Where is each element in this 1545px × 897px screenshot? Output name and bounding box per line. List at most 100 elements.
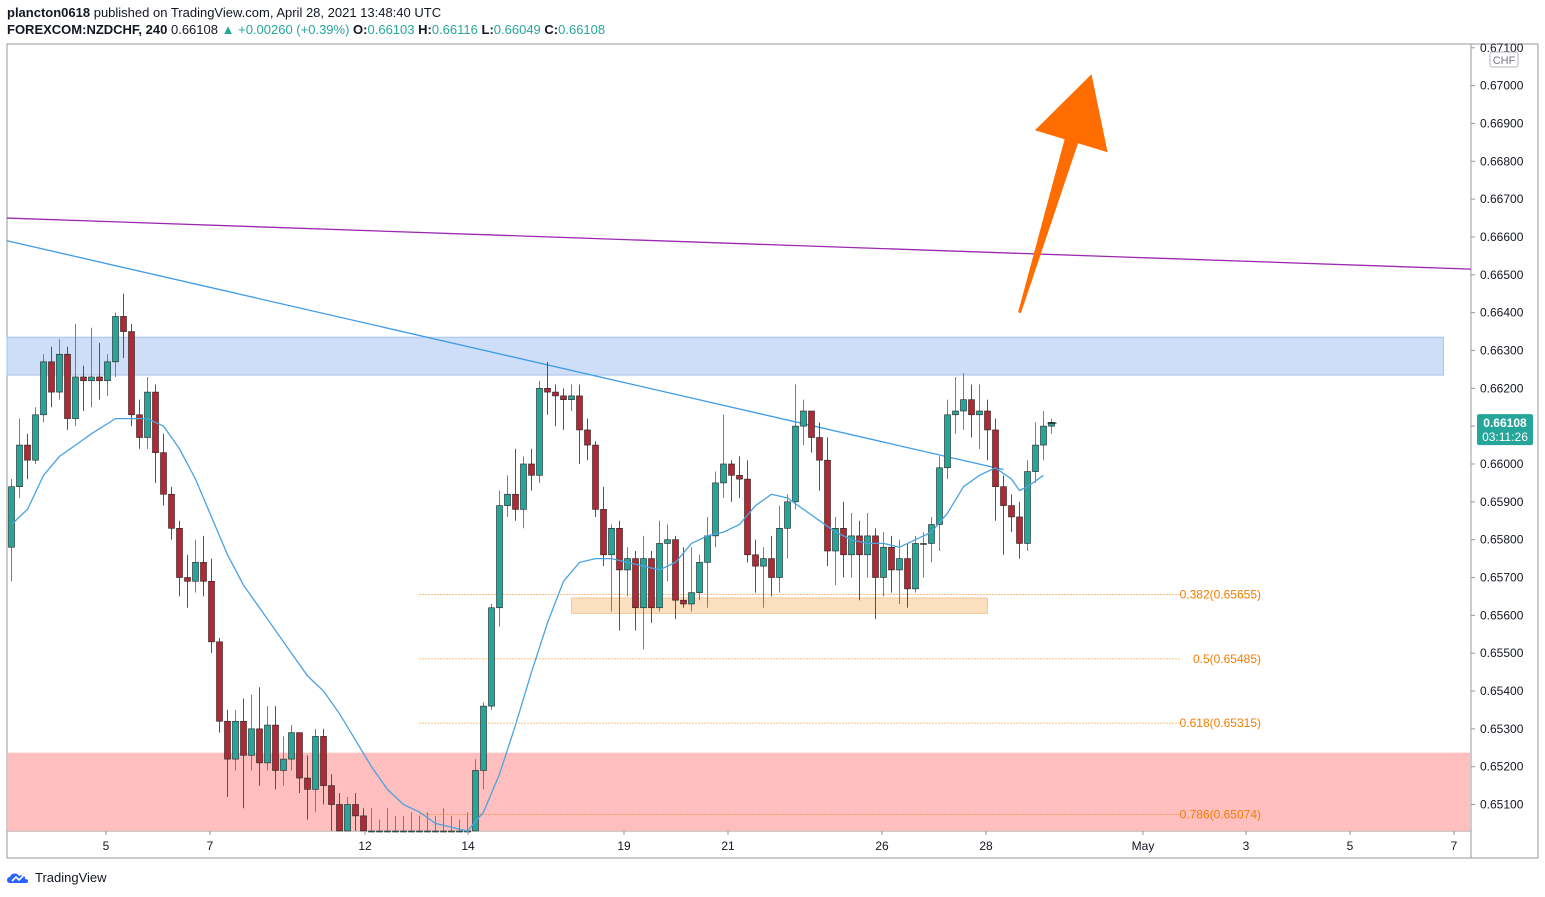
candle [536,380,543,483]
last-price: 0.66108 [170,22,218,37]
fib-level-label: 0.382(0.65655) [1180,588,1261,602]
candle-body [856,535,863,556]
candle [168,486,175,540]
blue-trendline [6,240,1004,471]
time-axis[interactable]: 5 7 12 14 19 21 26 28 May 3 5 7 [103,831,1458,853]
candle-body [200,562,207,582]
candle [960,373,967,430]
price-tick-label: 0.66600 [1480,230,1524,244]
candle-body [648,558,655,609]
symbol-label: FOREXCOM:NZDCHF, 240 [7,22,168,37]
candle [600,486,607,567]
publisher-username[interactable]: plancton0618 [7,5,91,20]
candle [800,399,807,446]
candle [632,551,639,631]
candle [992,418,999,521]
candle-body [24,444,31,461]
candle-body [888,546,895,571]
candle [576,384,583,464]
candle [368,808,375,833]
candle [672,535,679,620]
candle-body [880,546,887,578]
candle-body [728,463,735,476]
price-tick-label: 0.66800 [1480,154,1524,168]
publish-info: plancton0618 published on TradingView.co… [7,5,441,21]
candle [56,339,63,400]
tradingview-logo[interactable]: TradingView [6,870,107,885]
candle-body [48,361,55,393]
price-axis[interactable]: 0.67100 0.67000 0.66900 0.66800 0.66700 0.666… [1471,41,1524,812]
candle [856,520,863,601]
candle [1048,418,1055,434]
candle-body [168,493,175,529]
candle-body [712,482,719,537]
candle-body [512,493,519,510]
price-tick-label: 0.66200 [1480,381,1524,395]
time-tick-label: 7 [207,839,214,853]
price-tick-label: 0.67000 [1480,79,1524,93]
price-tick-label: 0.66900 [1480,116,1524,130]
currency-badge: CHF [1489,51,1519,68]
candle-body [968,399,975,416]
candle [784,494,791,559]
candle-body [768,558,775,578]
candle [624,547,631,597]
candle [712,471,719,548]
candle [512,448,519,521]
candle-body [624,558,631,571]
fib-level-label: 0.786(0.65074) [1180,807,1261,821]
candle [336,793,343,832]
candle [664,524,671,582]
candle-body [496,505,503,609]
candle [480,702,487,790]
candle [648,551,655,623]
candle-body [440,830,447,833]
candle-body [312,736,319,790]
price-tick-label: 0.65900 [1480,495,1524,509]
candle [720,414,727,499]
candle [120,293,127,359]
candle-body [240,720,247,756]
candle-body [104,361,111,382]
candle-body [640,558,647,609]
candle-body [904,558,911,590]
candle-body [264,724,271,764]
candle [696,554,703,601]
candle-body [344,804,351,832]
candle-body [112,316,119,363]
candle [504,475,511,517]
candle-body [808,410,815,438]
candle [272,706,279,790]
candle [1040,411,1047,461]
candle [824,437,831,567]
candle-body [88,376,95,382]
candle-body [824,459,831,552]
candle-body [616,528,623,571]
candle-body [752,554,759,567]
candle [488,603,495,710]
candle-body [176,528,183,578]
up-triangle-icon: ▲ [221,22,235,37]
candle [240,698,247,809]
candle [808,410,815,453]
candle-body [128,331,135,416]
zones-layer [6,336,1470,831]
candle [912,535,919,593]
candle [416,815,423,833]
candle [584,418,591,461]
candle [200,535,207,597]
candle [984,399,991,461]
candle [744,460,751,563]
candle-body [352,804,359,817]
price-tick-label: 0.65200 [1480,760,1524,774]
candle-body [848,535,855,556]
candle-body [992,429,999,487]
close-value: 0.66108 [558,22,606,37]
last-price-label: 0.66108 [1483,416,1527,430]
fib-level-label: 0.5(0.65485) [1193,652,1261,666]
candle [656,520,663,612]
candle-body [472,770,479,832]
high-value: 0.66116 [431,22,478,37]
candle [792,384,799,510]
